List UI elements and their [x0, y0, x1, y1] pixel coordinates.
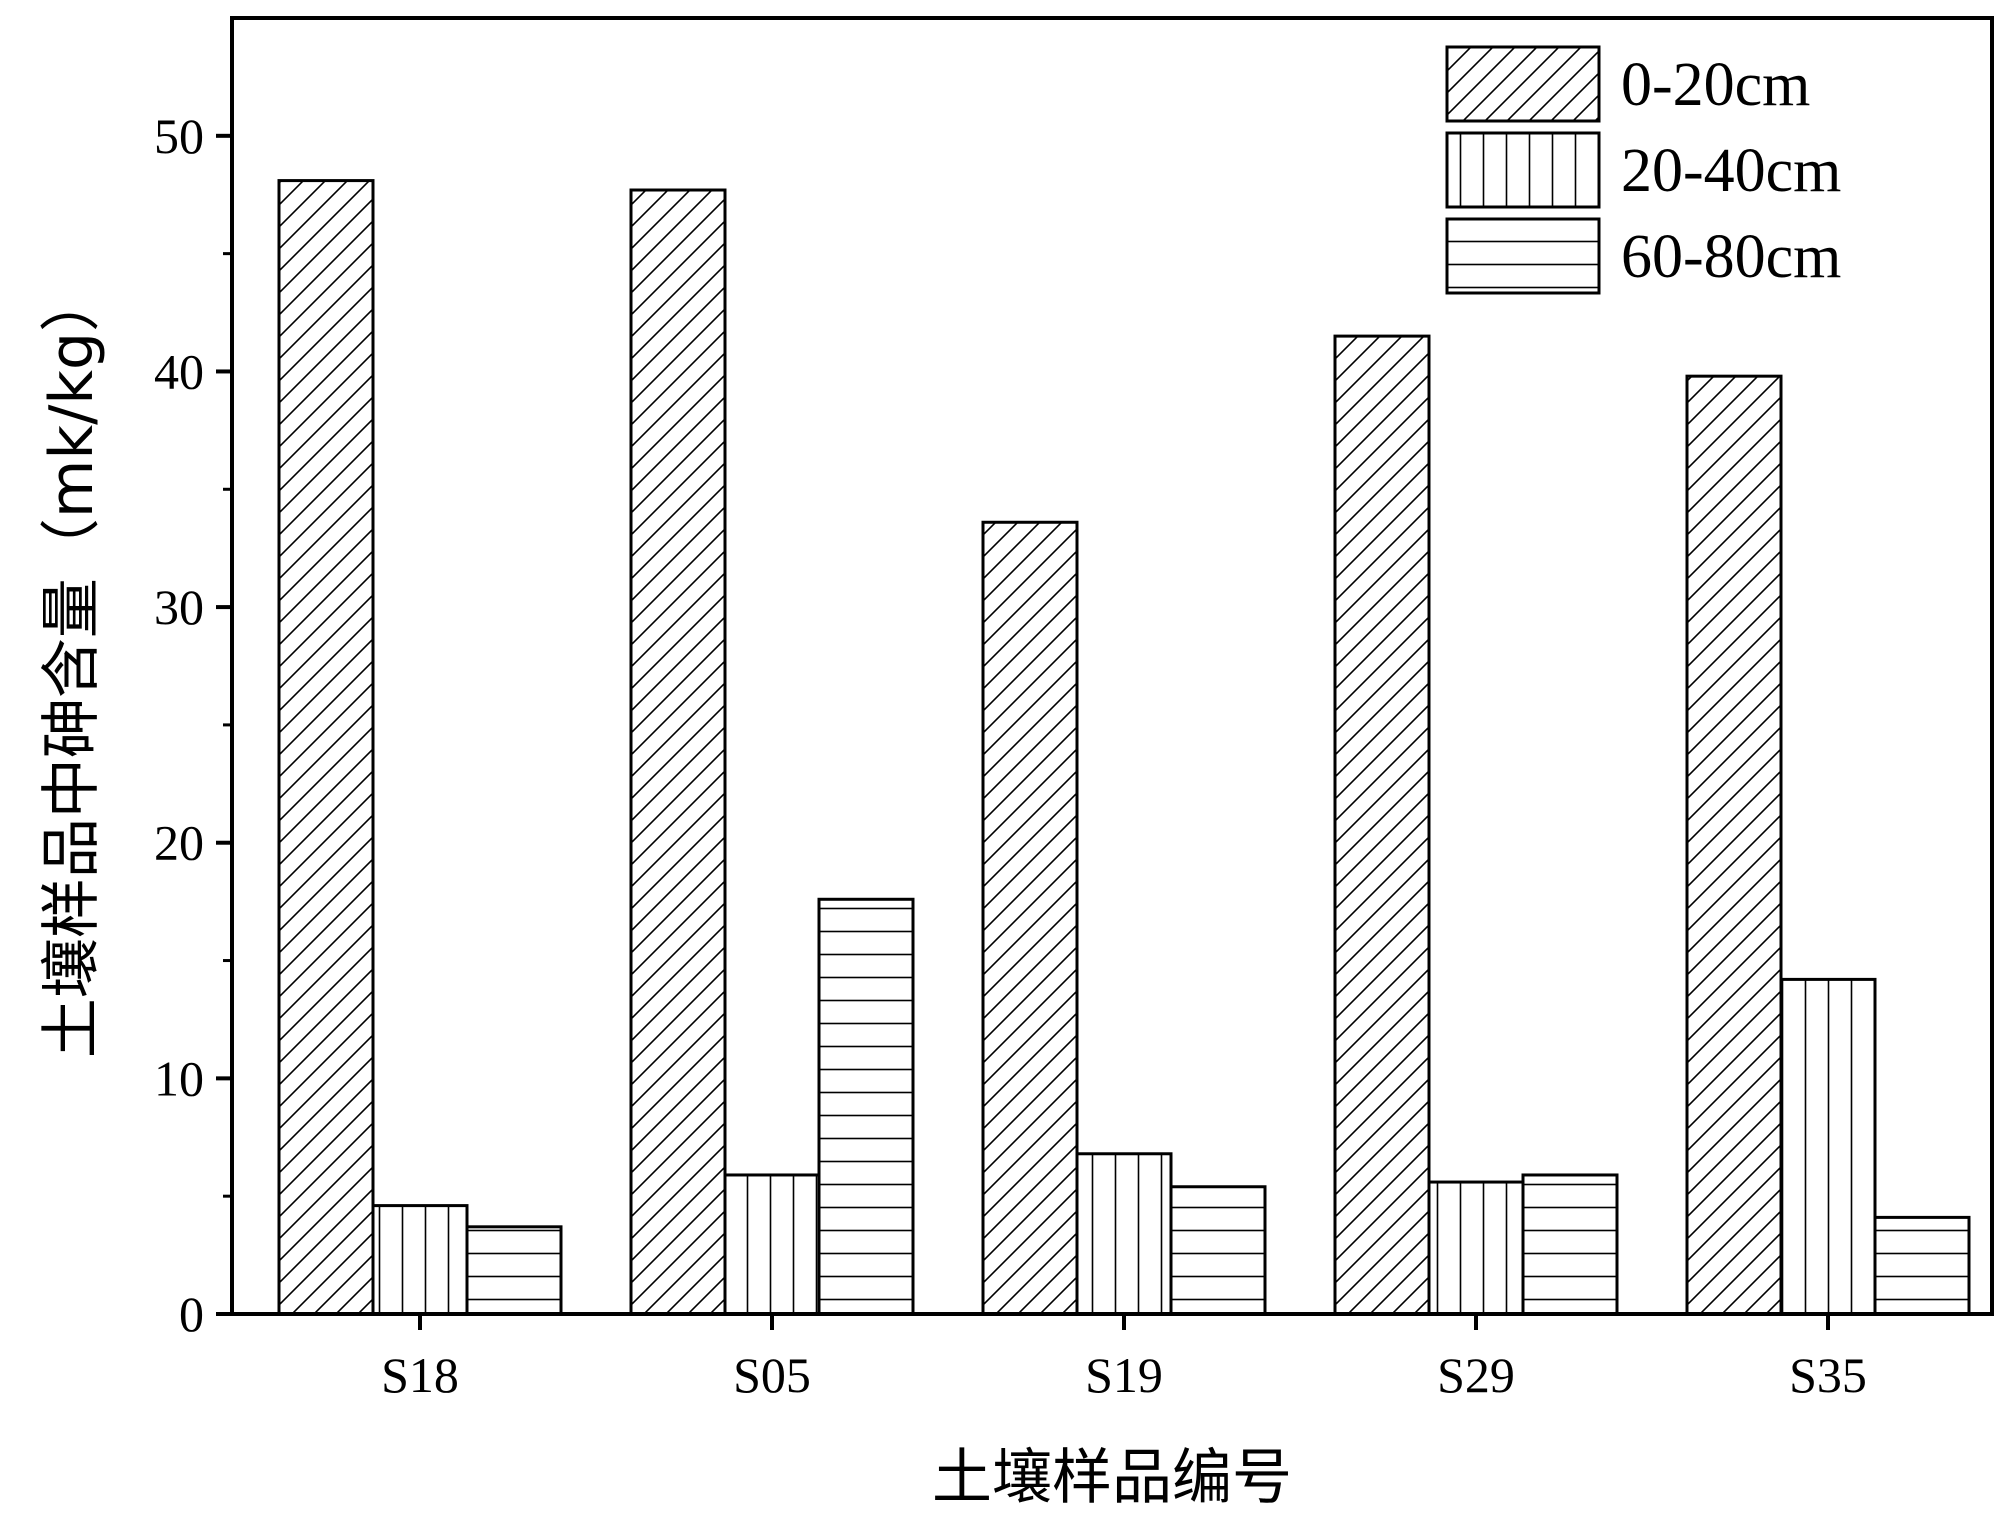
- x-tick-label: S29: [1437, 1347, 1515, 1403]
- legend-swatch-60-80cm: [1445, 217, 1601, 295]
- y-tick-label: 30: [154, 579, 204, 635]
- legend-label: 60-80cm: [1621, 223, 1841, 291]
- bar-S18-60-80cm: [465, 1225, 563, 1316]
- bar-S19-20-40cm: [1075, 1152, 1173, 1316]
- bar-S19-0-20cm: [981, 520, 1079, 1316]
- legend-swatch-0-20cm: [1445, 45, 1601, 123]
- y-tick-label: 10: [154, 1050, 204, 1106]
- bar-S18-0-20cm: [277, 179, 375, 1316]
- y-axis: 0 10 20 30 40 50: [154, 108, 232, 1342]
- bar-S35-0-20cm: [1685, 374, 1783, 1316]
- bar-S29-20-40cm: [1427, 1180, 1525, 1316]
- x-tick-label: S18: [381, 1347, 459, 1403]
- y-tick-label: 20: [154, 815, 204, 871]
- x-axis-title: 土壤样品编号: [932, 1443, 1292, 1513]
- y-tick-label: 0: [179, 1286, 204, 1342]
- bar-S29-60-80cm: [1521, 1173, 1619, 1316]
- bar-S05-60-80cm: [817, 897, 915, 1316]
- legend-label: 20-40cm: [1621, 137, 1841, 205]
- bar-S35-60-80cm: [1873, 1215, 1971, 1316]
- legend: 0-20cm 20-40cm 60-80cm: [1445, 45, 1841, 295]
- bar-S18-20-40cm: [371, 1204, 469, 1316]
- legend-swatch-20-40cm: [1445, 131, 1601, 209]
- x-tick-label: S05: [733, 1347, 811, 1403]
- x-tick-label: S35: [1789, 1347, 1867, 1403]
- x-tick-label: S19: [1085, 1347, 1163, 1403]
- y-tick-label: 50: [154, 108, 204, 164]
- bar-S05-0-20cm: [629, 188, 727, 1316]
- y-axis-title: 土壤样品中砷含量（mk/kg）: [37, 272, 107, 1058]
- bar-S29-0-20cm: [1333, 334, 1431, 1316]
- plot-frame: [230, 16, 1994, 1316]
- bar-S19-60-80cm: [1169, 1185, 1267, 1316]
- y-tick-label: 40: [154, 343, 204, 399]
- bar-S35-20-40cm: [1779, 977, 1877, 1316]
- x-axis: S18 S05 S19 S29 S35: [381, 1314, 1867, 1403]
- bar-S05-20-40cm: [723, 1173, 821, 1316]
- bars-group: [277, 179, 1971, 1316]
- legend-label: 0-20cm: [1621, 51, 1810, 119]
